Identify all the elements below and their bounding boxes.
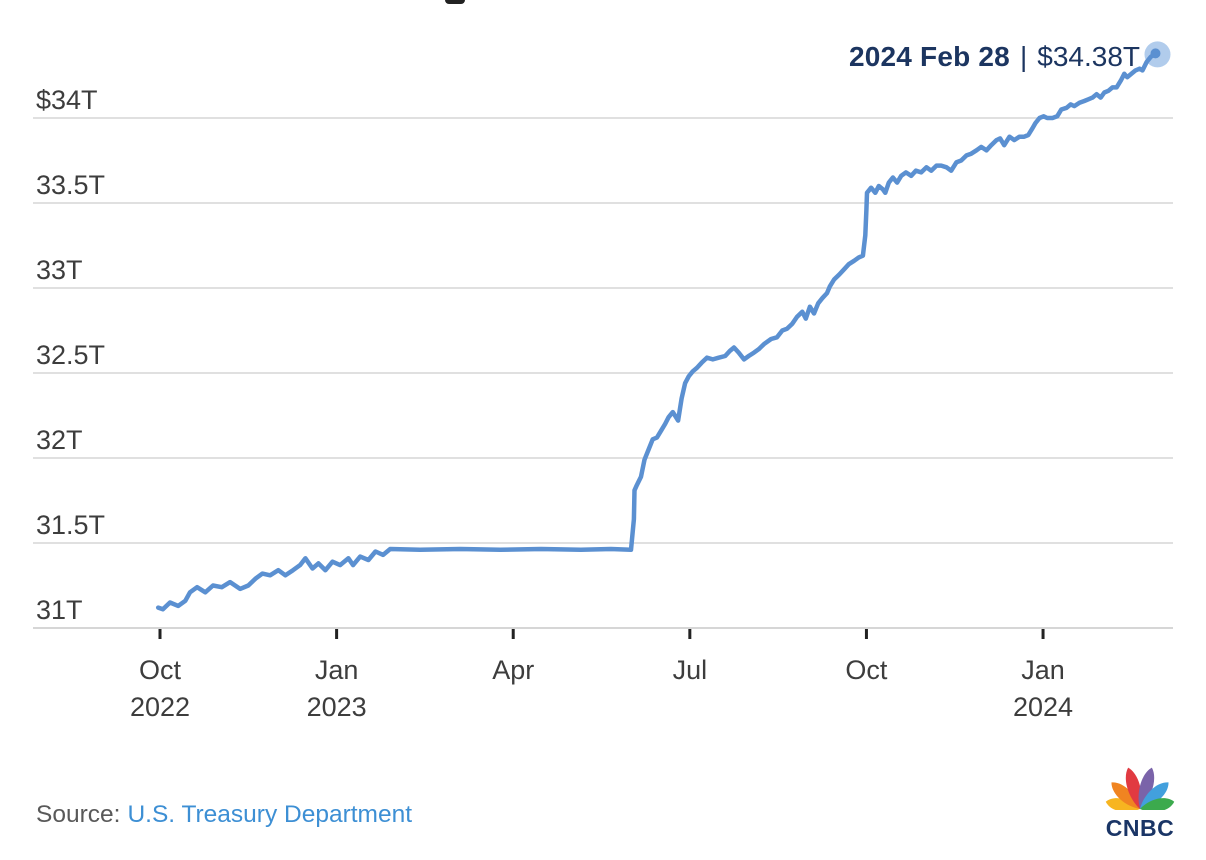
y-tick-label: 31T bbox=[36, 595, 83, 625]
x-tick-label: Oct 2022 bbox=[129, 655, 191, 722]
cnbc-logo: CNBC bbox=[1098, 764, 1182, 842]
y-tick-label: 33.5T bbox=[36, 170, 106, 200]
x-tick-label: Jan 2023 bbox=[306, 655, 367, 722]
y-tick-label: 32T bbox=[36, 425, 83, 455]
y-tick-label: 33T bbox=[36, 255, 83, 285]
cnbc-peacock-icon bbox=[1105, 767, 1175, 812]
x-tick-label: Apr bbox=[492, 655, 535, 685]
x-tick-label: Jan 2024 bbox=[1013, 655, 1074, 722]
x-tick-label: Oct bbox=[845, 655, 888, 685]
annotation-date: 2024 Feb 28 bbox=[848, 41, 1010, 72]
y-tick-label: 32.5T bbox=[36, 340, 106, 370]
source-link[interactable]: U.S. Treasury Department bbox=[127, 801, 413, 828]
source-line: Source: U.S. Treasury Department bbox=[36, 801, 412, 829]
source-label: Source: bbox=[36, 801, 121, 828]
y-tick-label: $34T bbox=[36, 85, 98, 115]
latest-point-annotation: 2024 Feb 28 | $34.38T bbox=[849, 41, 1140, 73]
y-tick-label: 31.5T bbox=[36, 510, 106, 540]
cnbc-wordmark: CNBC bbox=[1105, 815, 1175, 841]
annotation-value: $34.38T bbox=[1037, 41, 1140, 72]
annotation-separator: | bbox=[1019, 41, 1028, 72]
debt-line-chart bbox=[33, 41, 1173, 639]
cropped-title-fragment bbox=[445, 0, 465, 4]
x-tick-label: Jul bbox=[672, 655, 708, 685]
